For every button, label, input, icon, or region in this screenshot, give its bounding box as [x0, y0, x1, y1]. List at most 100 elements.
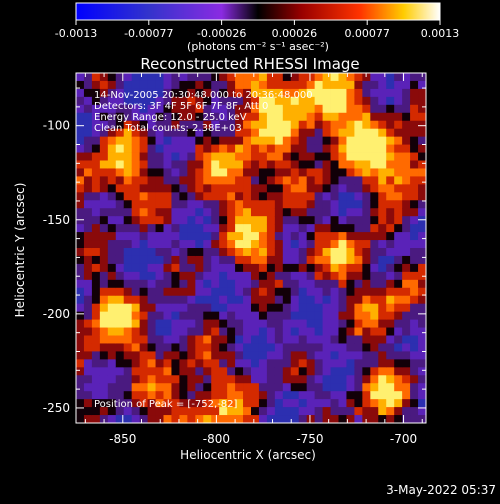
heatmap-cell	[147, 176, 156, 185]
heatmap-cell	[418, 88, 427, 98]
heatmap-cell	[394, 335, 403, 344]
heatmap-cell	[370, 255, 379, 265]
heatmap-cell	[274, 112, 284, 122]
heatmap-cell	[410, 104, 419, 114]
heatmap-cell	[290, 263, 300, 273]
heatmap-cell	[410, 144, 419, 153]
heatmap-cell	[338, 359, 347, 368]
heatmap-cell	[258, 176, 268, 185]
heatmap-cell	[83, 351, 93, 360]
heatmap-cell	[155, 263, 164, 273]
heatmap-cell	[203, 383, 212, 392]
heatmap-cell	[330, 375, 339, 384]
colorbar: -0.0013 -0.00077 -0.00026 0.00026 0.00077 0.0…	[55, 2, 459, 53]
heatmap-cell	[386, 383, 395, 392]
heatmap-cell	[187, 303, 196, 313]
heatmap-cell	[155, 319, 164, 328]
heatmap-cell	[322, 208, 331, 217]
heatmap-cell	[258, 343, 268, 352]
heatmap-cell	[354, 375, 363, 384]
colorbar-tick-label: 0.00026	[272, 27, 318, 40]
heatmap-cell	[211, 80, 220, 90]
heatmap-cell	[171, 176, 180, 185]
heatmap-cell	[99, 160, 109, 169]
heatmap	[75, 72, 427, 424]
heatmap-cell	[211, 311, 220, 320]
heatmap-cell	[235, 327, 244, 336]
heatmap-cell	[171, 184, 180, 193]
heatmap-cell	[147, 415, 156, 424]
heatmap-cell	[266, 224, 276, 233]
heatmap-cell	[322, 343, 331, 352]
heatmap-cell	[107, 88, 117, 98]
heatmap-cell	[155, 152, 164, 161]
heatmap-cell	[410, 200, 419, 209]
heatmap-cell	[123, 359, 133, 368]
heatmap-cell	[402, 88, 411, 98]
heatmap-cell	[378, 303, 387, 313]
heatmap-cell	[306, 176, 316, 185]
heatmap-cell	[139, 208, 148, 217]
heatmap-cell	[147, 399, 156, 408]
heatmap-cell	[155, 200, 164, 209]
heatmap-cell	[107, 287, 117, 297]
heatmap-cell	[147, 128, 156, 138]
heatmap-cell	[394, 319, 403, 328]
heatmap-cell	[155, 192, 164, 201]
heatmap-cell	[91, 136, 101, 145]
heatmap-cell	[115, 208, 125, 217]
heatmap-cell	[290, 407, 300, 416]
heatmap-cell	[346, 343, 355, 352]
heatmap-cell	[346, 271, 355, 281]
heatmap-cell	[195, 375, 204, 384]
heatmap-cell	[258, 383, 268, 392]
heatmap-cell	[115, 343, 125, 352]
heatmap-cell	[227, 351, 236, 360]
heatmap-cell	[107, 160, 117, 169]
heatmap-cell	[410, 240, 419, 249]
heatmap-cell	[235, 112, 244, 122]
heatmap-cell	[219, 319, 228, 328]
heatmap-cell	[378, 200, 387, 209]
heatmap-cell	[163, 96, 172, 106]
heatmap-cell	[251, 367, 260, 376]
heatmap-cell	[243, 255, 252, 265]
heatmap-cell	[314, 391, 323, 400]
heatmap-cell	[290, 184, 300, 193]
heatmap-cell	[83, 383, 93, 392]
heatmap-cell	[139, 407, 148, 416]
heatmap-cell	[314, 271, 323, 281]
heatmap-cell	[258, 263, 268, 273]
heatmap-cell	[354, 279, 363, 289]
heatmap-cell	[99, 303, 109, 313]
heatmap-cell	[362, 279, 371, 289]
heatmap-cell	[338, 184, 347, 193]
heatmap-cell	[282, 295, 292, 305]
heatmap-cell	[115, 359, 125, 368]
heatmap-cell	[131, 415, 141, 424]
heatmap-cell	[274, 367, 284, 376]
heatmap-cell	[171, 248, 180, 257]
heatmap-cell	[235, 208, 244, 217]
heatmap-cell	[219, 407, 228, 416]
heatmap-cell	[378, 263, 387, 273]
heatmap-cell	[76, 367, 85, 376]
heatmap-cell	[179, 303, 188, 313]
heatmap-cell	[306, 263, 316, 273]
heatmap-cell	[362, 208, 371, 217]
heatmap-cell	[394, 200, 403, 209]
heatmap-cell	[282, 287, 292, 297]
heatmap-cell	[370, 152, 379, 161]
heatmap-cell	[314, 224, 323, 233]
heatmap-cell	[354, 335, 363, 344]
heatmap-cell	[346, 120, 355, 130]
heatmap-cell	[219, 120, 228, 130]
heatmap-cell	[76, 263, 85, 273]
y-tick-label: -150	[43, 213, 70, 227]
heatmap-cell	[243, 359, 252, 368]
heatmap-cell	[258, 136, 268, 145]
heatmap-cell	[227, 96, 236, 106]
heatmap-cell	[290, 255, 300, 265]
heatmap-cell	[290, 383, 300, 392]
heatmap-cell	[282, 168, 292, 177]
